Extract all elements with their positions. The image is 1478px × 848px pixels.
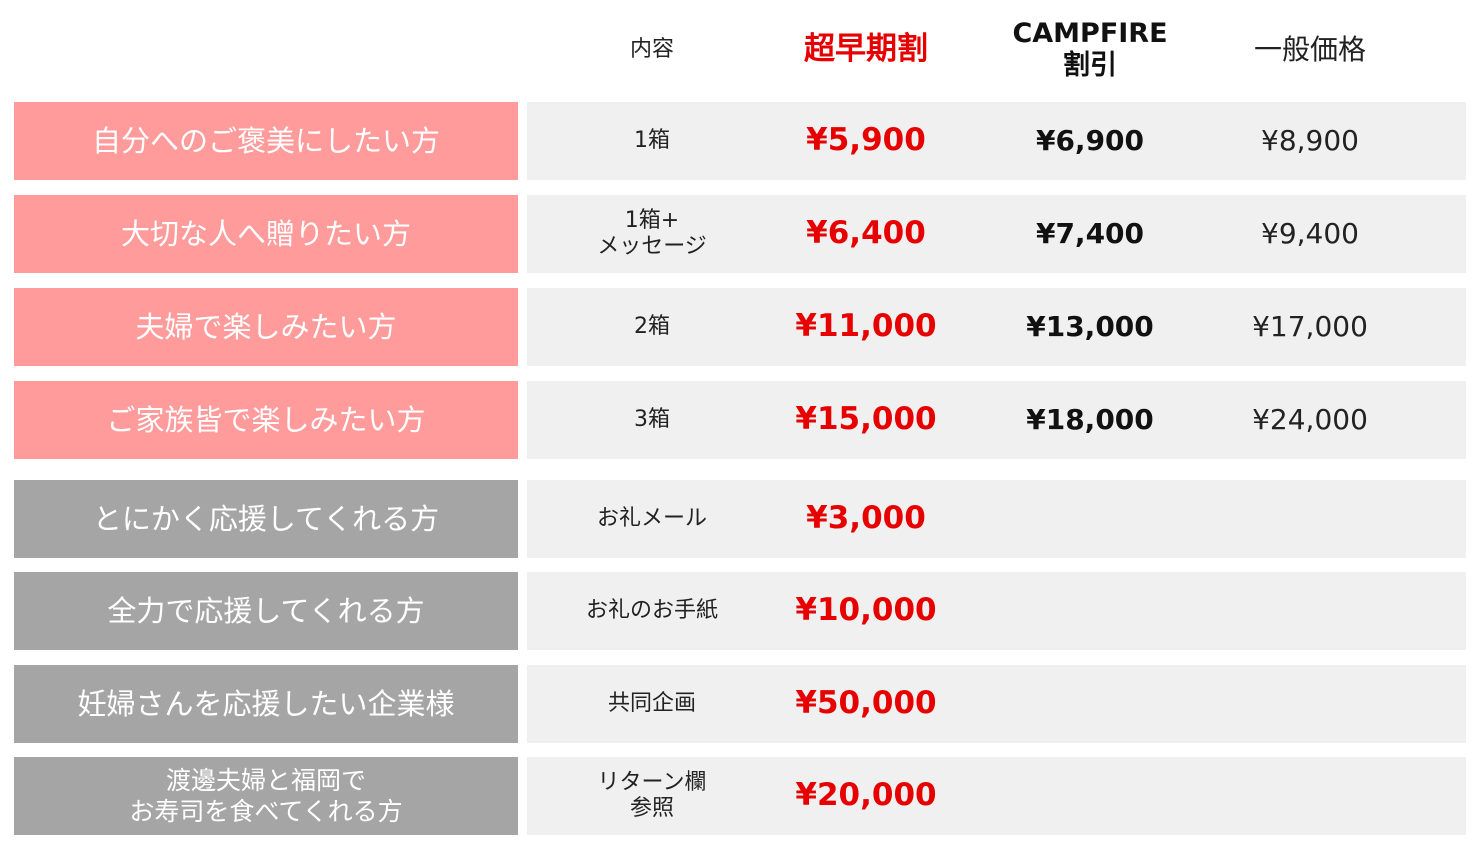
early-price: ¥20,000 [795, 777, 937, 814]
content-cell: リターン欄 参照 [597, 769, 707, 821]
row-background [527, 665, 1466, 743]
row-background [527, 195, 1466, 273]
row-label: 大切な人へ贈りたい方 [14, 195, 518, 273]
campfire-price: ¥6,900 [1035, 124, 1145, 158]
general-price: ¥17,000 [1252, 310, 1368, 344]
row-label: 全力で応援してくれる方 [14, 572, 518, 650]
content-cell: 1箱+ メッセージ [597, 207, 707, 259]
row-background [527, 381, 1466, 459]
content-cell: 3箱 [634, 406, 670, 432]
general-price: ¥24,000 [1252, 403, 1368, 437]
row-label: 渡邊夫婦と福岡で お寿司を食べてくれる方 [14, 757, 518, 835]
row-label: 夫婦で楽しみたい方 [14, 288, 518, 366]
general-price: ¥8,900 [1261, 124, 1359, 158]
early-price: ¥15,000 [795, 401, 937, 438]
row-label: 自分へのご褒美にしたい方 [14, 102, 518, 180]
row-background [527, 572, 1466, 650]
row-label: ご家族皆で楽しみたい方 [14, 381, 518, 459]
campfire-price: ¥13,000 [1026, 310, 1154, 344]
early-price: ¥50,000 [795, 685, 937, 722]
column-header: 内容 [629, 36, 674, 62]
content-cell: 2箱 [634, 313, 670, 339]
early-price: ¥6,400 [806, 215, 926, 252]
content-cell: 1箱 [634, 127, 670, 153]
row-background [527, 757, 1466, 835]
row-background [527, 480, 1466, 558]
row-background [527, 288, 1466, 366]
content-cell: お礼メール [596, 505, 707, 531]
early-price: ¥5,900 [806, 122, 926, 159]
column-header: 一般価格 [1253, 33, 1366, 67]
general-price: ¥9,400 [1261, 217, 1359, 251]
column-header: CAMPFIRE 割引 [1012, 17, 1168, 81]
content-cell: お礼のお手紙 [585, 597, 718, 623]
content-cell: 共同企画 [607, 690, 696, 716]
early-price: ¥11,000 [795, 308, 937, 345]
row-label: とにかく応援してくれる方 [14, 480, 518, 558]
early-price: ¥10,000 [795, 592, 937, 629]
campfire-price: ¥18,000 [1026, 403, 1154, 437]
campfire-price: ¥7,400 [1035, 217, 1145, 251]
column-header: 超早期割 [804, 31, 928, 68]
early-price: ¥3,000 [806, 500, 926, 537]
row-background [527, 102, 1466, 180]
row-label: 妊婦さんを応援したい企業様 [14, 665, 518, 743]
